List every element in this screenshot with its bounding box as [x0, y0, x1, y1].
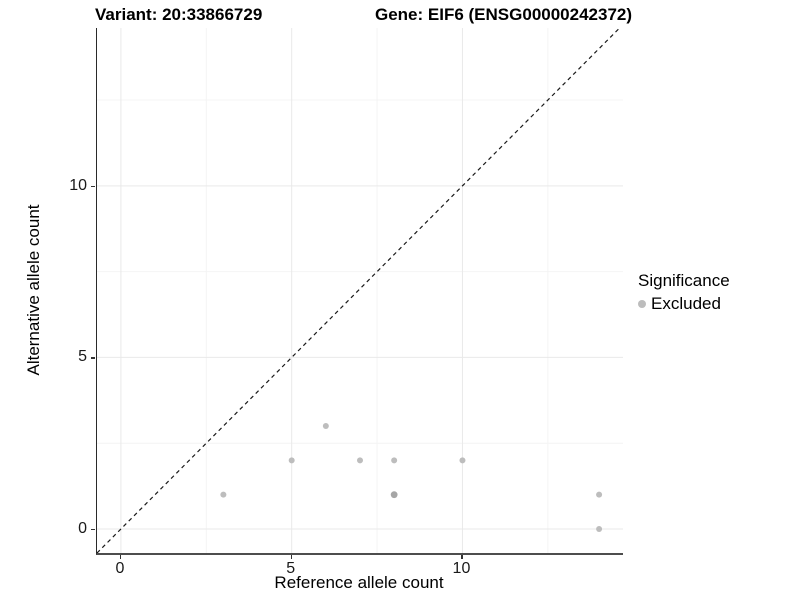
data-point [288, 457, 295, 464]
data-point [220, 491, 227, 498]
data-point [391, 457, 398, 464]
x-tick-label: 0 [115, 560, 125, 577]
legend-item-excluded: Excluded [638, 294, 730, 314]
x-tick-mark [290, 555, 293, 559]
data-point [459, 457, 466, 464]
x-axis-label: Reference allele count [274, 573, 444, 592]
x-tick-label: 5 [286, 560, 296, 577]
data-point [390, 491, 398, 499]
variant-title: Variant: 20:33866729 [95, 5, 263, 24]
y-tick-label: 10 [69, 176, 87, 194]
y-tick-label: 5 [78, 348, 87, 366]
x-tick-label: 10 [452, 560, 471, 577]
y-tick-label: 0 [78, 519, 87, 537]
gene-title: Gene: EIF6 (ENSG00000242372) [375, 5, 633, 24]
excluded-point-icon [638, 300, 646, 308]
data-point [322, 423, 329, 430]
legend: Significance Excluded [638, 271, 730, 314]
plot-area [97, 28, 623, 553]
y-tick-mark [90, 528, 95, 531]
y-axis-label: Alternative allele count [24, 204, 43, 376]
y-tick-mark [90, 357, 95, 359]
y-tick-mark [90, 185, 95, 188]
data-point [357, 457, 363, 464]
legend-item-label: Excluded [651, 294, 721, 313]
legend-title: Significance [638, 271, 730, 290]
data-point [596, 525, 603, 532]
x-tick-mark [461, 555, 463, 559]
x-tick-mark [119, 555, 122, 559]
plot-panel [96, 28, 623, 555]
identity-line [97, 28, 621, 553]
data-point [596, 491, 603, 498]
